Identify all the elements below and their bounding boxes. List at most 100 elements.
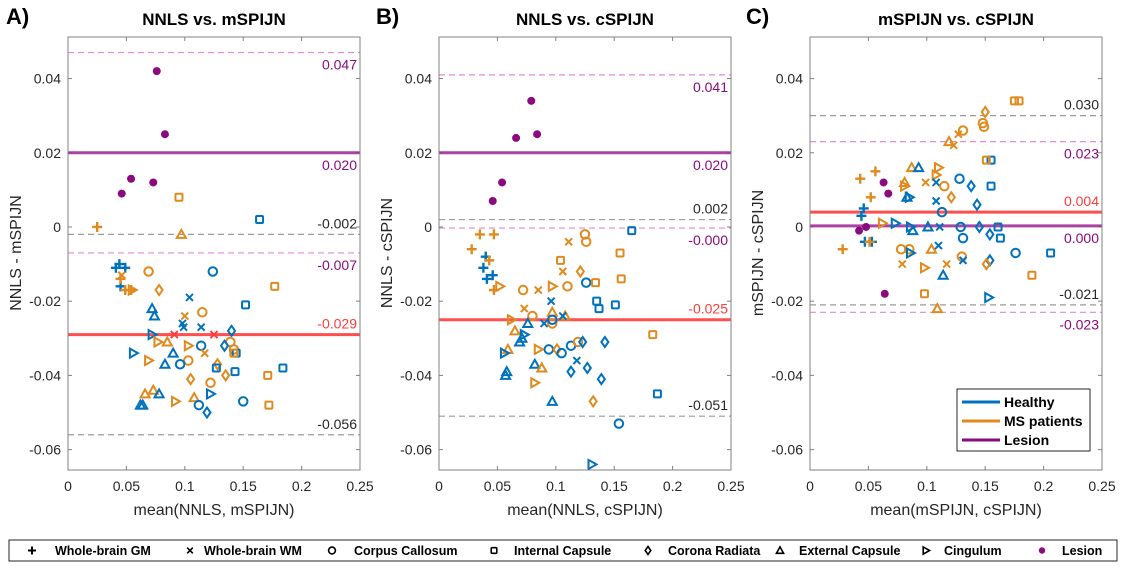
data-point-square	[555, 255, 565, 265]
data-point-dot	[533, 130, 542, 139]
data-point-x	[931, 196, 941, 206]
y-axis-label: mSPIJN - cSPIJN	[750, 190, 767, 316]
data-point-square	[648, 330, 658, 340]
data-point-triangle	[546, 394, 559, 406]
data-points	[837, 96, 1056, 314]
data-point-right-triangle	[170, 395, 182, 408]
marker-legend: Whole-brain GM Whole-brain WM Corpus Callo…	[8, 539, 1118, 562]
data-point-x	[954, 130, 963, 139]
data-point-square	[615, 248, 625, 258]
data-point-triangle	[152, 387, 166, 399]
data-point-right-triangle	[904, 191, 916, 204]
data-point-circle	[936, 206, 948, 218]
data-point-right-triangle	[905, 246, 917, 260]
data-point-square	[255, 215, 265, 225]
data-point-diamond	[980, 105, 990, 119]
data-point-diamond	[212, 357, 223, 371]
data-point-dot	[879, 178, 888, 187]
data-point-circle	[197, 307, 208, 318]
data-point-triangle	[528, 357, 541, 369]
x-tick-label: 0.15	[972, 478, 999, 494]
legend-label: Lesion	[1004, 432, 1049, 448]
reference-lines	[439, 74, 731, 417]
y-tick-label: 0	[424, 219, 432, 235]
data-point-dot	[884, 189, 893, 198]
data-point-plus	[870, 166, 881, 177]
data-point-triangle	[136, 398, 149, 410]
data-point-square	[241, 300, 251, 310]
data-point-square	[981, 155, 991, 165]
data-point-square	[1027, 270, 1037, 280]
data-point-right-triangle	[900, 179, 912, 193]
y-axis-label: NNLS - mSPIJN	[8, 195, 25, 311]
data-point-circle	[517, 284, 529, 296]
data-point-plus	[837, 244, 848, 255]
y-tick-label: -0.02	[29, 293, 61, 309]
data-point-diamond	[974, 220, 985, 234]
data-point-triangle	[147, 383, 160, 395]
data-point-square	[264, 400, 274, 410]
data-point-circle	[613, 418, 625, 429]
y-tick-label: -0.06	[29, 442, 61, 458]
marker-legend-label: Corpus Callosum	[354, 544, 458, 558]
data-point-circle	[205, 377, 216, 389]
legend-marker-diamond-icon	[644, 545, 652, 556]
x-tick-label: 0.1	[175, 478, 195, 494]
data-point-circle	[195, 340, 207, 351]
data-point-circle	[572, 336, 584, 348]
data-point-circle	[978, 121, 990, 133]
data-point-right-triangle	[587, 458, 599, 470]
marker-legend-label: Corona Radiata	[668, 544, 761, 558]
data-point-right-triangle	[147, 328, 159, 341]
data-point-x	[564, 237, 573, 247]
data-point-right-triangle	[984, 291, 996, 304]
data-point-x	[935, 222, 944, 232]
x-tick-label: 0.05	[113, 478, 140, 494]
data-point-dot	[855, 226, 864, 235]
data-point-square	[229, 348, 239, 358]
reference-line-label: -0.025	[688, 301, 728, 317]
data-point-triangle	[166, 346, 180, 358]
group-legend: Healthy MS patients Lesion	[956, 388, 1091, 452]
data-point-x	[180, 311, 190, 321]
data-point-right-triangle	[153, 335, 165, 349]
marker-legend-label: External Capsule	[799, 544, 900, 558]
marker-legend-box	[8, 539, 1118, 562]
data-point-dot	[127, 174, 136, 183]
x-tick-label: 0.2	[292, 478, 312, 494]
data-point-right-triangle	[547, 280, 559, 293]
reference-labels: 0.041 0.020 0.002 -0.000 -0.025 -0.051	[688, 79, 728, 413]
data-point-x	[179, 322, 188, 332]
reference-line-label: 0.004	[1064, 193, 1099, 209]
data-point-triangle	[499, 368, 512, 380]
y-tick-label: 0.02	[34, 145, 61, 161]
data-point-diamond	[220, 368, 231, 383]
data-point-plus	[114, 259, 125, 270]
x-tick-label: 0.25	[1088, 478, 1115, 494]
data-point-x	[958, 256, 968, 265]
data-point-right-triangle	[495, 280, 507, 293]
data-point-plus	[484, 255, 495, 266]
data-point-circle	[562, 281, 573, 292]
data-point-x	[546, 296, 556, 306]
x-tick-label: 0	[806, 478, 814, 494]
data-point-circle	[955, 221, 966, 233]
data-point-square	[230, 367, 240, 377]
marker-legend-label: Whole-brain GM	[55, 544, 151, 558]
data-point-right-triangle	[877, 217, 889, 230]
data-point-square	[1046, 248, 1056, 258]
data-point-triangle	[521, 316, 534, 328]
data-point-diamond	[219, 338, 230, 353]
x-tick-label: 0.05	[484, 478, 511, 494]
panel-title: NNLS vs. mSPIJN	[142, 10, 286, 29]
tick-labels: 0 0.05 0.1 0.15 0.2 0.25-0.06-0.04-0.0200.020…	[400, 37, 745, 494]
data-point-dot	[160, 130, 169, 139]
data-point-triangle	[148, 309, 161, 321]
reference-labels: 0.030 0.023 0.004 0.000 -0.021 -0.023	[1059, 97, 1099, 333]
data-point-triangle	[942, 135, 956, 147]
legend-label: MS patients	[1004, 413, 1083, 429]
data-point-circle	[580, 277, 592, 288]
data-point-diamond	[582, 361, 593, 375]
data-point-triangle	[513, 335, 526, 347]
data-point-right-triangle	[931, 168, 943, 182]
